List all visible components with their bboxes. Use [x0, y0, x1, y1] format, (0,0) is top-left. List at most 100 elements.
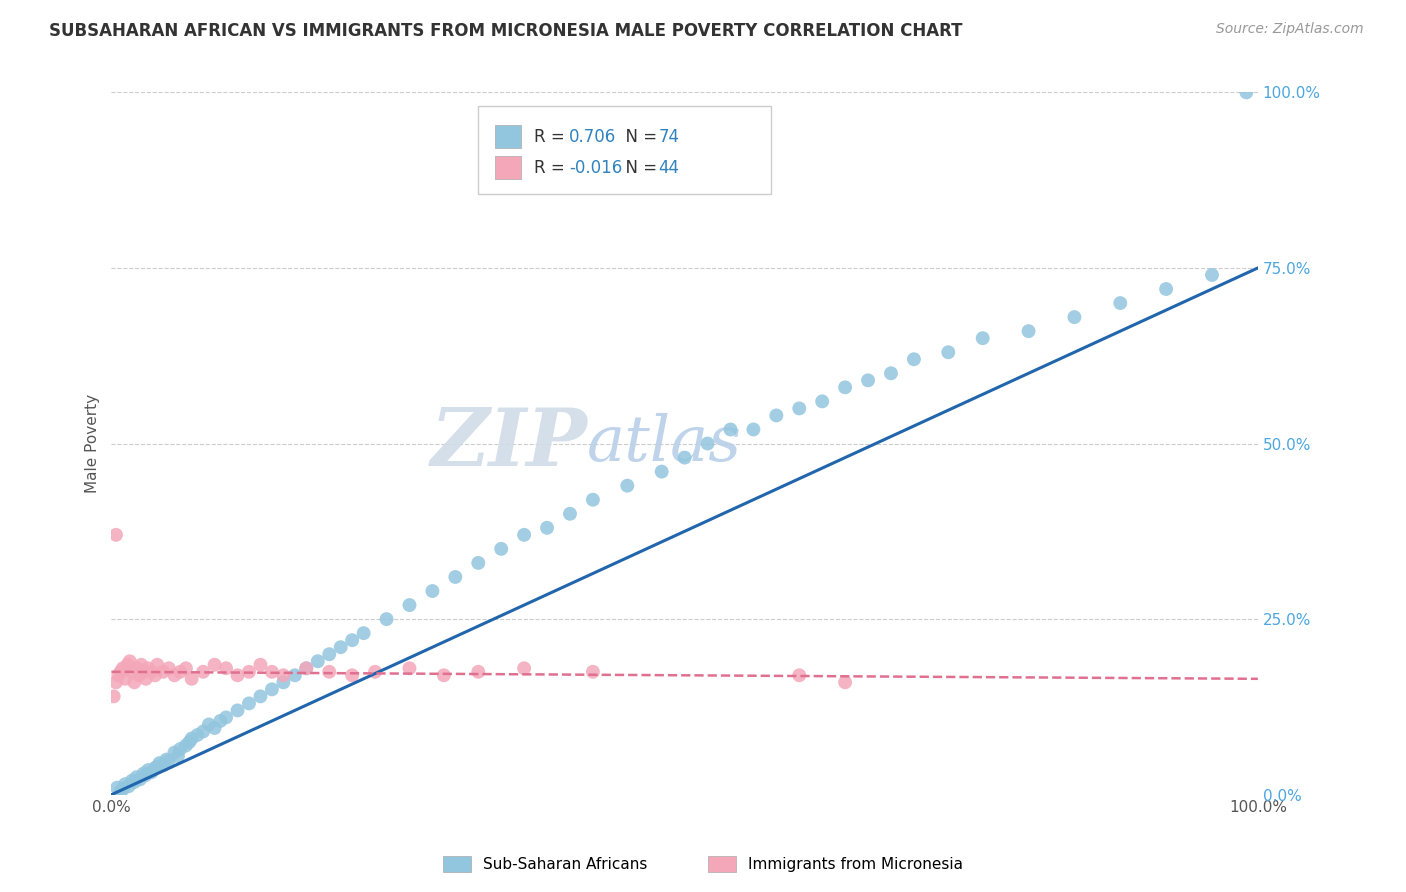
Point [936, 345, 959, 359]
Point [215, 661, 238, 675]
Point [191, 665, 214, 679]
Point [1201, 268, 1223, 282]
Point [834, 380, 856, 394]
Point [972, 331, 994, 345]
Point [467, 665, 489, 679]
Point [834, 675, 856, 690]
Point [616, 478, 638, 492]
Point [513, 528, 536, 542]
Point [260, 665, 283, 679]
Point [536, 521, 558, 535]
Point [720, 422, 742, 436]
Text: 0.706: 0.706 [569, 128, 616, 145]
Point [117, 657, 139, 672]
Point [238, 697, 260, 711]
Point [167, 749, 190, 764]
Point [111, 782, 134, 797]
Point [143, 668, 166, 682]
Point [444, 570, 467, 584]
Text: SUBSAHARAN AFRICAN VS IMMIGRANTS FROM MICRONESIA MALE POVERTY CORRELATION CHART: SUBSAHARAN AFRICAN VS IMMIGRANTS FROM MI… [49, 22, 963, 40]
Point [489, 541, 512, 556]
Point [696, 436, 718, 450]
Point [121, 665, 143, 679]
Point [307, 654, 329, 668]
Point [398, 661, 420, 675]
Point [811, 394, 834, 409]
Point [765, 409, 787, 423]
Point [742, 422, 765, 436]
Point [107, 668, 129, 682]
Point [125, 770, 148, 784]
Point [114, 672, 136, 686]
Point [226, 703, 249, 717]
Point [141, 665, 163, 679]
Point [132, 766, 155, 780]
Point [673, 450, 696, 465]
FancyBboxPatch shape [495, 156, 520, 178]
Point [238, 665, 260, 679]
Point [157, 661, 180, 675]
Point [209, 714, 232, 728]
Point [284, 668, 307, 682]
Point [787, 668, 810, 682]
Point [558, 507, 581, 521]
Point [117, 779, 139, 793]
Point [155, 753, 177, 767]
Point [273, 675, 295, 690]
Point [204, 721, 226, 735]
Point [129, 772, 152, 787]
Point [105, 528, 128, 542]
Point [215, 710, 238, 724]
FancyBboxPatch shape [495, 126, 520, 148]
Point [186, 728, 208, 742]
Point [329, 640, 352, 655]
Point [124, 775, 146, 789]
Point [180, 672, 202, 686]
Text: R =: R = [534, 128, 571, 145]
Point [273, 668, 295, 682]
Y-axis label: Male Poverty: Male Poverty [86, 394, 100, 493]
Point [111, 661, 134, 675]
Point [249, 657, 271, 672]
Text: 44: 44 [658, 159, 679, 177]
Point [1063, 310, 1085, 325]
Point [157, 754, 180, 768]
Point [903, 352, 925, 367]
Point [880, 366, 903, 380]
Point [582, 665, 605, 679]
Point [295, 661, 318, 675]
Point [125, 661, 148, 675]
Point [318, 665, 340, 679]
Point [180, 731, 202, 746]
Text: 74: 74 [658, 128, 679, 145]
Text: N =: N = [614, 159, 662, 177]
Point [121, 773, 143, 788]
Point [163, 746, 186, 760]
Point [198, 717, 221, 731]
Point [132, 665, 155, 679]
Point [1018, 324, 1040, 338]
Point [191, 724, 214, 739]
Point [249, 690, 271, 704]
Point [146, 759, 169, 773]
Point [787, 401, 810, 416]
Point [582, 492, 605, 507]
Point [353, 626, 375, 640]
Point [375, 612, 398, 626]
Point [318, 647, 340, 661]
Point [467, 556, 489, 570]
Point [340, 633, 363, 648]
Point [143, 761, 166, 775]
Point [226, 668, 249, 682]
Point [398, 598, 420, 612]
Point [340, 668, 363, 682]
Text: atlas: atlas [588, 413, 742, 475]
Point [136, 763, 159, 777]
Point [1109, 296, 1132, 310]
Point [152, 758, 174, 772]
Point [174, 661, 197, 675]
Text: R =: R = [534, 159, 571, 177]
Point [141, 765, 163, 780]
Point [110, 784, 132, 798]
Point [135, 672, 157, 686]
